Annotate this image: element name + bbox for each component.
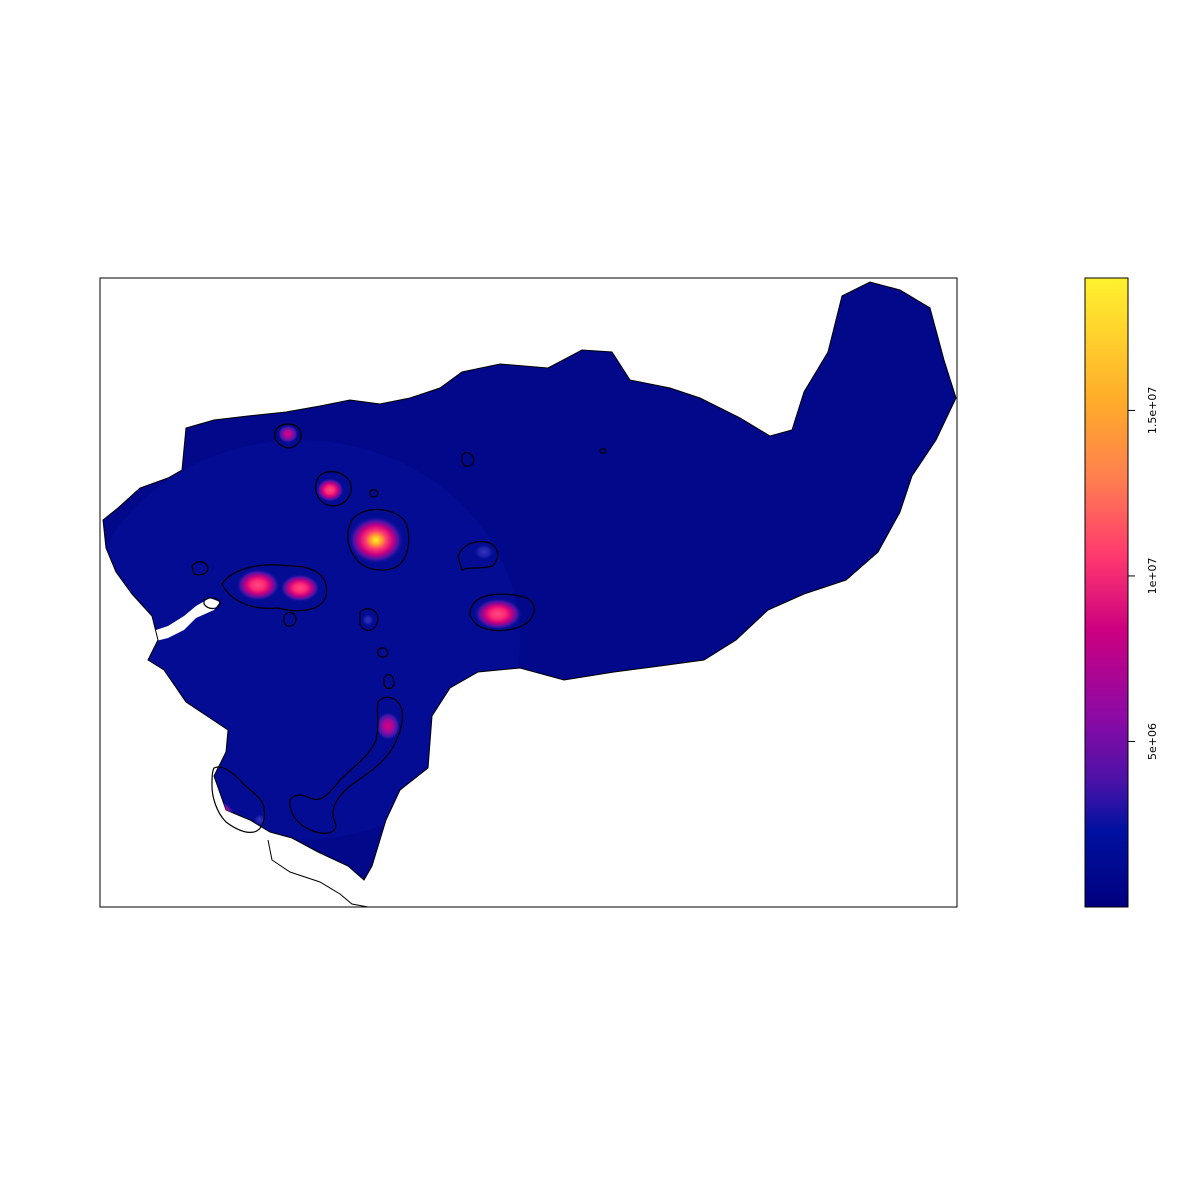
contour-lines	[191, 423, 607, 834]
density-hotspot	[316, 478, 344, 502]
contour-line	[211, 766, 266, 833]
density-hotspot	[348, 516, 404, 564]
region-fill	[103, 282, 956, 880]
density-hotspot	[474, 598, 522, 630]
contour-line	[377, 647, 389, 658]
contour-line	[469, 593, 536, 632]
density-hotspot	[236, 569, 280, 601]
contour-line	[383, 674, 395, 690]
contour-line	[315, 471, 352, 507]
legend-tick-label: 1.5e+07	[1146, 387, 1159, 434]
contour-line	[283, 611, 297, 627]
contour-line	[274, 423, 302, 449]
density-hotspot	[278, 425, 298, 443]
contour-line	[599, 448, 607, 454]
legend-colorbar	[1084, 277, 1129, 908]
contour-line	[221, 564, 328, 612]
density-hotspot	[280, 574, 320, 602]
density-hotspot	[376, 712, 400, 740]
contour-line	[203, 597, 221, 610]
region-outline	[102, 281, 957, 881]
legend-tick-label: 1e+07	[1146, 557, 1159, 594]
legend-tick-label: 5e+06	[1146, 723, 1159, 760]
contour-line	[347, 509, 410, 571]
color-legend: 5e+06 1e+07 1.5e+07	[1084, 277, 1159, 908]
contour-line	[359, 608, 379, 631]
contour-line	[289, 696, 403, 834]
density-hotspot	[362, 614, 374, 626]
contour-line	[191, 561, 209, 576]
contour-line	[461, 451, 475, 467]
legend-ticks: 5e+06 1e+07 1.5e+07	[1128, 387, 1159, 760]
density-hotspot	[474, 544, 494, 560]
coastline-tail	[267, 839, 369, 908]
contour-line	[457, 541, 499, 571]
contour-line	[369, 489, 379, 498]
river-gap	[150, 598, 220, 642]
